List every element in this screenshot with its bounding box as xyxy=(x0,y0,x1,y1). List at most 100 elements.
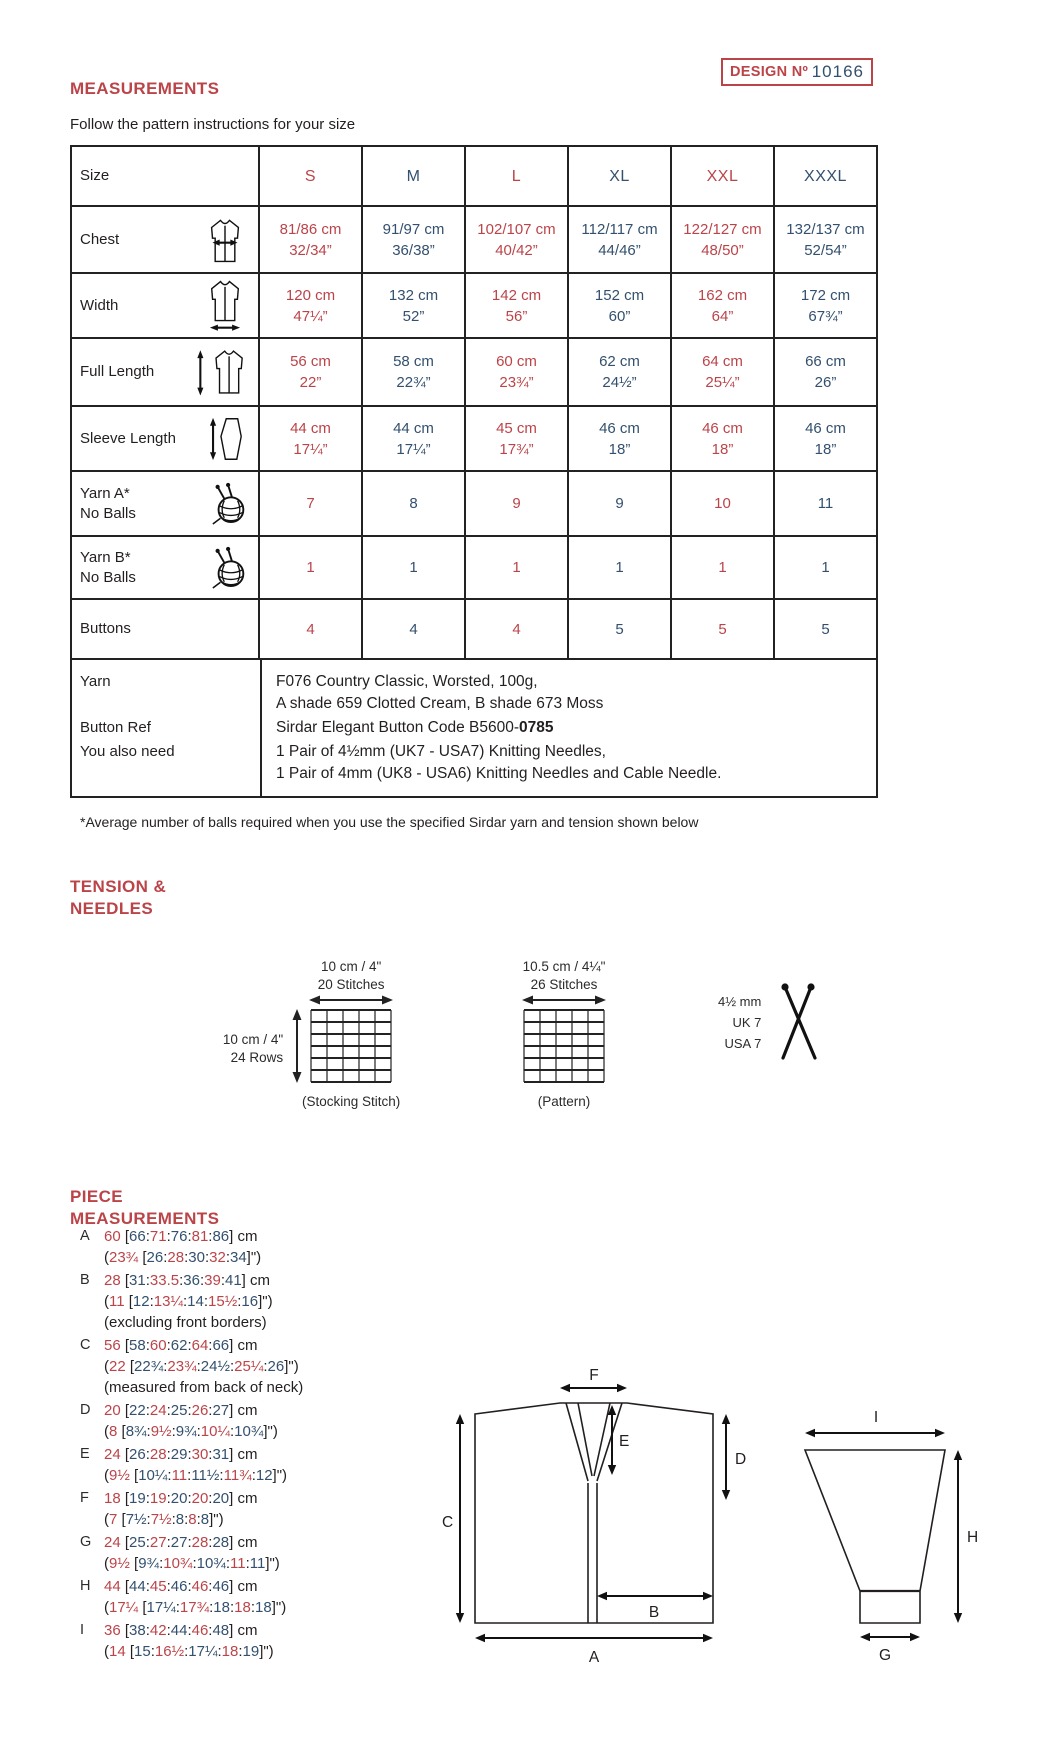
pattern-stitches-label: 26 Stitches xyxy=(530,977,598,992)
measurement-cell: 45 cm 17¾” xyxy=(464,405,569,472)
piece-measurement-cm: 20 [22:24:25:26:27] cm xyxy=(104,1402,258,1419)
piece-measurement-item: H 44 [44:45:46:46:46] cm (17¼ [17¼:17¾:1… xyxy=(80,1576,420,1618)
crossed-needles-icon xyxy=(781,983,817,1060)
garment-chest-icon xyxy=(200,215,250,265)
piece-measurement-in: (7 [7½:7½:8:8:8]") xyxy=(104,1511,224,1528)
measurement-cell: 5 xyxy=(773,598,878,660)
piece-measurement-item: B 28 [31:33.5:36:39:41] cm (11 [12:13¼:1… xyxy=(80,1270,420,1333)
table-row: Yarn A* No Balls 7 8 9 9 10 11 xyxy=(70,470,878,537)
needle-size-text: 4½ mm UK 7 USA 7 xyxy=(718,991,761,1054)
needle-size-usa: USA 7 xyxy=(724,1035,762,1051)
size-column-XXXL: XXXL xyxy=(773,145,878,207)
piece-measurement-values: 20 [22:24:25:26:27] cm (8 [8¾:9½:9¾:10¼:… xyxy=(104,1400,278,1442)
piece-measurement-in: (9½ [9¾:10¾:10¾:11:11]") xyxy=(104,1555,280,1572)
row-label-cell: Yarn B* No Balls xyxy=(70,535,260,600)
measurement-cell: 1 xyxy=(773,535,878,600)
design-number: 10166 xyxy=(811,62,864,81)
measurement-cell: 11 xyxy=(773,470,878,537)
piece-measurement-values: 36 [38:42:44:46:48] cm (14 [15:16½:17¼:1… xyxy=(104,1620,274,1662)
measurement-cell: 142 cm 56” xyxy=(464,272,569,339)
piece-measurement-item: D 20 [22:24:25:26:27] cm (8 [8¾:9½:9¾:10… xyxy=(80,1400,420,1442)
sleeve-schematic: I H G xyxy=(803,1409,978,1664)
row-label: Yarn A* No Balls xyxy=(80,484,136,522)
measurement-cell: 1 xyxy=(258,535,363,600)
stocking-stitches-label: 20 Stitches xyxy=(317,977,385,992)
size-column-M: M xyxy=(361,145,466,207)
measurements-table: Size S M L XL XXL XXXL Chest 81/86 cm 32/34” 91… xyxy=(70,145,878,798)
measurement-cell: 66 cm 26” xyxy=(773,337,878,407)
piece-measurement-item: C 56 [58:60:62:64:66] cm (22 [22¾:23¾:24… xyxy=(80,1335,420,1398)
measurements-table-body: Size S M L XL XXL XXXL Chest 81/86 cm 32/34” 91… xyxy=(70,145,878,798)
measurement-cell: 10 xyxy=(670,470,775,537)
piece-measurement-key: D xyxy=(80,1402,91,1418)
piece-measurement-key: C xyxy=(80,1337,91,1353)
footer-label: You also need xyxy=(72,740,262,796)
measurement-cell: 5 xyxy=(567,598,672,660)
sleeve-icon xyxy=(206,413,250,465)
piece-measurement-cm: 28 [31:33.5:36:39:41] cm xyxy=(104,1272,271,1289)
table-row: Chest 81/86 cm 32/34” 91/97 cm 36/38” 102/… xyxy=(70,205,878,274)
footer-entry: Button Ref Sirdar Elegant Button Code B5… xyxy=(72,716,876,740)
yarn-ball-icon xyxy=(210,482,250,526)
measurement-cell: 44 cm 17¼” xyxy=(258,405,363,472)
measurement-cell: 4 xyxy=(258,598,363,660)
measurement-cell: 46 cm 18” xyxy=(670,405,775,472)
yarn-ball-icon xyxy=(210,546,250,590)
piece-measurement-key: E xyxy=(80,1446,90,1462)
stocking-stitch-diagram: 10 cm / 4" 20 Stitches 10 cm / 4" 24 Row… xyxy=(223,958,400,1111)
measurement-cell: 162 cm 64” xyxy=(670,272,775,339)
piece-measurement-cm: 18 [19:19:20:20:20] cm xyxy=(104,1490,258,1507)
size-column-S: S xyxy=(258,145,363,207)
garment-width-icon xyxy=(200,278,250,333)
body-schematic: F E C D B A xyxy=(442,1367,746,1666)
piece-measurement-note: (measured from back of neck) xyxy=(104,1379,304,1396)
piece-measurements-section: PIECE MEASUREMENTS A 60 [66:71:76:81:86]… xyxy=(70,1186,978,1746)
piece-measurement-cm: 60 [66:71:76:81:86] cm xyxy=(104,1228,258,1245)
piece-measurement-cm: 44 [44:45:46:46:46] cm xyxy=(104,1578,258,1595)
piece-measurement-cm: 36 [38:42:44:46:48] cm xyxy=(104,1622,258,1639)
measurement-cell: 8 xyxy=(361,470,466,537)
measurement-cell: 46 cm 18” xyxy=(567,405,672,472)
measurement-cell: 112/117 cm 44/46” xyxy=(567,205,672,274)
needle-size-group: 4½ mm UK 7 USA 7 xyxy=(718,978,824,1066)
piece-measurement-key: H xyxy=(80,1578,91,1594)
schematic-label-e: E xyxy=(619,1433,629,1450)
design-number-box: DESIGN Nº 10166 xyxy=(721,58,873,86)
measurement-cell: 56 cm 22” xyxy=(258,337,363,407)
schematic-label-i: I xyxy=(874,1409,878,1426)
measurement-cell: 46 cm 18” xyxy=(773,405,878,472)
tension-section: TENSION & NEEDLES 10 cm / 4" 20 Stitches… xyxy=(70,876,974,1162)
rows-label: 10 cm / 4" 24 Rows xyxy=(222,1031,284,1065)
measurement-cell: 60 cm 23¾” xyxy=(464,337,569,407)
size-header-cell: Size xyxy=(70,145,260,207)
piece-measurement-in: (23¾ [26:28:30:32:34]") xyxy=(104,1249,262,1266)
yarn-footnote: *Average number of balls required when y… xyxy=(80,814,699,830)
row-label: Sleeve Length xyxy=(80,429,176,447)
piece-measurement-key: G xyxy=(80,1534,92,1550)
piece-measurement-item: I 36 [38:42:44:46:48] cm (14 [15:16½:17¼… xyxy=(80,1620,420,1662)
measurement-cell: 91/97 cm 36/38” xyxy=(361,205,466,274)
row-label-cell: Sleeve Length xyxy=(70,405,260,472)
footer-label: Button Ref xyxy=(72,716,262,740)
measurement-cell: 64 cm 25¼” xyxy=(670,337,775,407)
piece-measurements-list: A 60 [66:71:76:81:86] cm (23¾ [26:28:30:… xyxy=(80,1226,420,1664)
measurement-cell: 120 cm 47¼” xyxy=(258,272,363,339)
piece-measurement-key: B xyxy=(80,1272,90,1288)
size-instructions: Follow the pattern instructions for your… xyxy=(70,116,356,133)
size-column-XL: XL xyxy=(567,145,672,207)
pattern-size-label: 10.5 cm / 4¼" xyxy=(522,959,606,974)
size-label: Size xyxy=(80,167,110,184)
needle-size-uk: UK 7 xyxy=(732,1014,762,1030)
piece-measurement-item: G 24 [25:27:27:28:28] cm (9½ [9¾:10¾:10¾… xyxy=(80,1532,420,1574)
stitches-width-arrow xyxy=(309,995,394,1005)
row-label-cell: Buttons xyxy=(70,598,260,660)
piece-measurement-cm: 24 [25:27:27:28:28] cm xyxy=(104,1534,258,1551)
row-label: Width xyxy=(80,296,119,314)
table-row: Full Length 56 cm 22” 58 cm 22¾” 60 cm 23¾… xyxy=(70,337,878,407)
measurement-cell: 132 cm 52” xyxy=(361,272,466,339)
piece-measurement-values: 24 [25:27:27:28:28] cm (9½ [9¾:10¾:10¾:1… xyxy=(104,1532,280,1574)
measurement-cell: 1 xyxy=(464,535,569,600)
piece-measurement-item: A 60 [66:71:76:81:86] cm (23¾ [26:28:30:… xyxy=(80,1226,420,1268)
